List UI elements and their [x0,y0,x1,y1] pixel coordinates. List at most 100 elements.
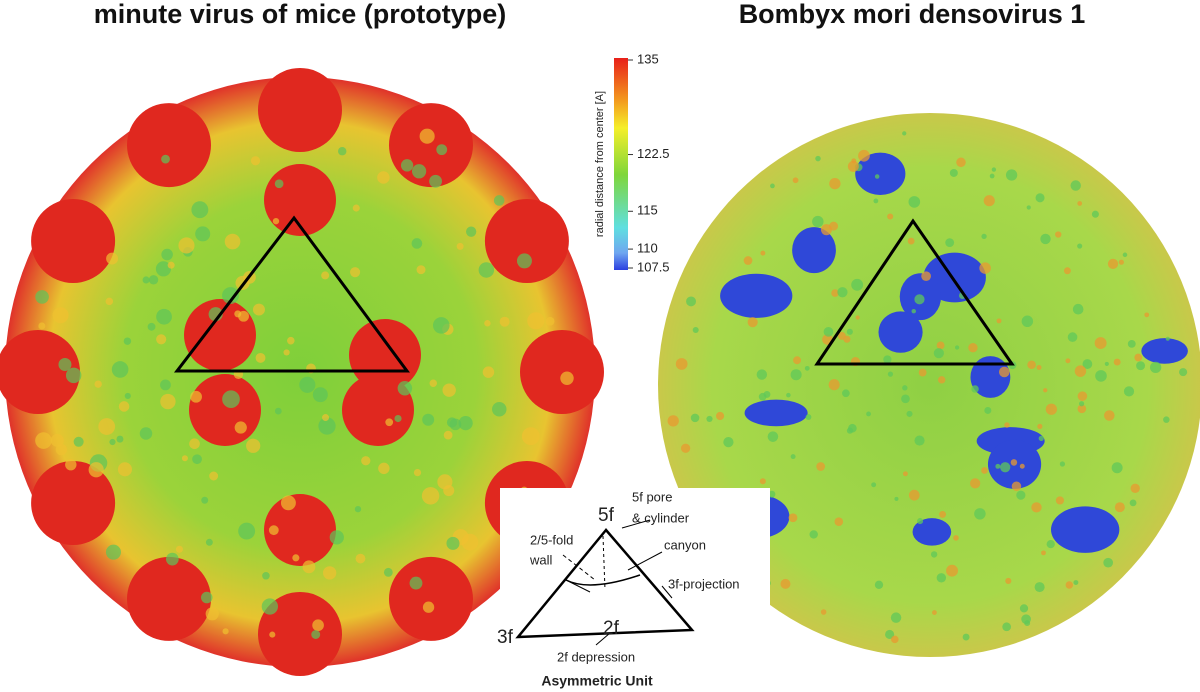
surface-bump [1111,462,1123,474]
red-protrusion [520,330,604,414]
left-title: minute virus of mice (prototype) [94,0,507,29]
surface-bump [105,297,114,306]
surface-bump [842,389,850,398]
surface-bump [1074,365,1087,377]
surface-bump [1065,358,1071,364]
surface-bump [1123,386,1135,397]
surface-bump [921,271,931,282]
surface-bump [962,633,970,641]
surface-bump [1065,581,1074,589]
surface-bump [311,630,321,639]
surface-bump [1163,416,1170,423]
surface-bump [443,430,453,440]
surface-bump [936,341,945,350]
colorbar-tick-label: 122.5 [637,146,670,161]
asymmetric-unit-diagram: 5f 3f 2f 5f pore & cylinder 2/5-fold wal… [497,488,770,692]
surface-bump [1046,539,1055,549]
projection-label: 3f-projection [668,576,740,591]
surface-bump [1077,404,1087,414]
surface-bump [763,390,771,398]
surface-bump [760,250,766,256]
surface-bump [429,174,442,188]
surface-bump [458,416,473,431]
surface-bump [946,564,959,577]
surface-bump [829,221,839,231]
depression-label: 2f depression [557,649,635,664]
surface-bump [1067,332,1078,342]
surface-bump [117,462,132,477]
surface-bump [949,168,958,177]
surface-bump [991,167,997,172]
surface-bump [974,508,986,520]
surface-bump [516,253,532,269]
surface-bump [866,411,871,417]
surface-bump [354,505,362,513]
surface-bump [124,392,131,399]
surface-bump [1144,312,1150,318]
surface-bump [938,376,946,384]
surface-bump [917,518,924,525]
surface-bump [1019,604,1029,613]
surface-bump [809,530,818,539]
colorbar-tick-label: 110 [637,241,658,256]
surface-bump [521,427,540,446]
surface-bump [432,317,450,334]
surface-bump [914,435,925,446]
red-protrusion [0,330,80,414]
surface-bump [1021,614,1031,624]
blue-depression [1141,338,1188,364]
surface-bump [1165,336,1170,341]
colorbar-tick-label: 135 [637,51,659,66]
surface-bump [690,413,700,423]
surface-bump [1077,391,1088,401]
surface-bump [160,379,171,391]
surface-bump [1103,557,1114,568]
surface-bump [35,432,52,449]
surface-bump [981,233,987,239]
surface-bump [747,317,758,328]
surface-bump [195,226,211,242]
surface-bump [939,510,947,518]
surface-bump [902,385,908,391]
surface-bump [692,327,699,334]
surface-bump [887,213,894,220]
surface-bump [1073,580,1079,586]
surface-bump [953,535,959,541]
surface-bump [883,355,892,364]
surface-bump [429,379,437,388]
surface-bump [175,545,183,553]
wall-label: wall [529,552,553,567]
surface-bump [190,390,202,403]
surface-bump [686,296,696,307]
surface-bump [930,551,938,558]
surface-bump [422,601,435,613]
surface-bump [274,179,284,189]
surface-bump [394,414,402,423]
surface-bump [999,366,1010,378]
surface-bump [1004,422,1010,428]
surface-bump [1104,361,1109,366]
surface-bump [205,607,219,621]
surface-bump [759,478,766,485]
canyon-pointer [627,551,663,571]
surface-bump [768,490,776,498]
surface-bump [238,522,256,540]
surface-bump [885,629,895,640]
blue-depression [744,399,808,427]
surface-bump [409,576,423,590]
surface-bump [788,513,798,523]
surface-bump [318,417,336,435]
surface-bump [1005,169,1018,181]
surface-bump [847,160,859,172]
surface-bump [192,454,202,465]
blue-depression [912,518,952,546]
surface-bump [1077,201,1083,206]
surface-bump [352,204,360,212]
surface-bump [902,471,908,477]
surface-bump [1091,210,1099,218]
surface-bump [1129,499,1137,507]
surface-bump [981,467,988,474]
surface-bump [1070,180,1081,191]
surface-bump [1107,258,1119,270]
surface-bump [829,177,841,190]
